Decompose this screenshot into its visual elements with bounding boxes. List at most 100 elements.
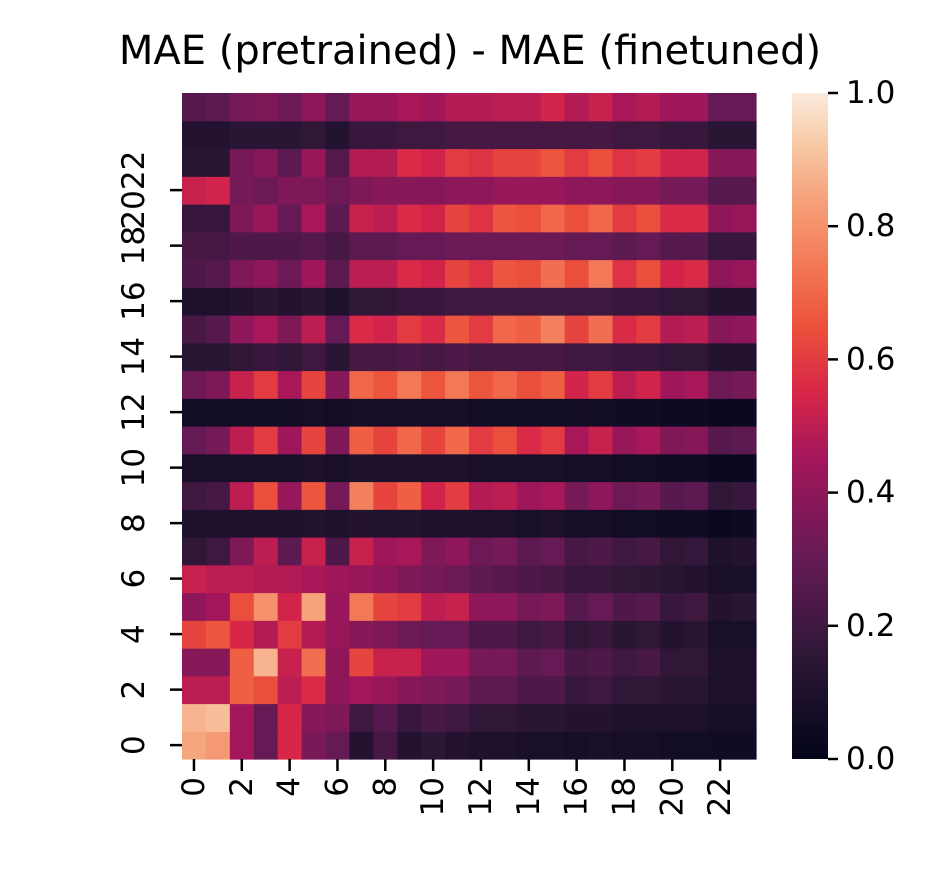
x-tick-label: 6 xyxy=(319,777,355,797)
heatmap-cell xyxy=(732,231,757,261)
heatmap-cell xyxy=(373,453,398,483)
x-tick-label: 20 xyxy=(654,777,690,816)
heatmap-cell xyxy=(349,731,374,760)
colorbar-tick-label: 0.2 xyxy=(846,608,895,644)
heatmap-cell xyxy=(732,315,757,344)
heatmap-cell xyxy=(325,481,351,510)
heatmap-cell xyxy=(636,204,661,233)
heatmap-cell xyxy=(660,93,685,122)
heatmap-cell xyxy=(253,93,279,122)
heatmap-cell xyxy=(325,675,351,705)
heatmap-cell xyxy=(516,453,542,483)
heatmap-cell xyxy=(277,481,303,510)
heatmap-cell xyxy=(301,648,327,677)
heatmap-cell xyxy=(253,426,279,455)
heatmap-cell xyxy=(708,342,733,372)
heatmap-cell xyxy=(325,703,351,732)
heatmap-cell xyxy=(277,120,303,150)
heatmap-cell xyxy=(182,703,207,732)
heatmap-cell xyxy=(516,648,542,677)
heatmap-cell xyxy=(492,204,518,233)
heatmap-cell xyxy=(253,259,279,288)
heatmap-cell xyxy=(588,703,614,732)
heatmap-cell xyxy=(229,398,255,427)
heatmap-cell xyxy=(253,731,279,760)
heatmap-cell xyxy=(349,564,374,594)
heatmap-cell xyxy=(588,675,614,705)
heatmap-cell xyxy=(373,259,398,288)
heatmap-cell xyxy=(732,120,757,150)
heatmap-cell xyxy=(708,148,733,177)
heatmap-cell xyxy=(301,231,327,261)
y-tick-label: 14 xyxy=(116,337,152,376)
heatmap-cell xyxy=(205,231,231,261)
heatmap-cell xyxy=(492,120,518,150)
heatmap-cell xyxy=(373,287,398,316)
heatmap-cell xyxy=(732,204,757,233)
heatmap-cell xyxy=(732,481,757,510)
heatmap-cell xyxy=(469,398,494,427)
heatmap-cell xyxy=(732,370,757,399)
heatmap-cell xyxy=(373,481,398,510)
heatmap-cell xyxy=(205,287,231,316)
heatmap-cell xyxy=(253,592,279,621)
heatmap-cell xyxy=(301,315,327,344)
heatmap-cell xyxy=(205,731,231,760)
heatmap-cell xyxy=(373,176,398,205)
heatmap-cell xyxy=(492,592,518,621)
heatmap-cell xyxy=(588,592,614,621)
heatmap-cell xyxy=(684,703,709,732)
heatmap-cell xyxy=(660,537,685,566)
heatmap-cell xyxy=(373,675,398,705)
heatmap-cell xyxy=(373,204,398,233)
heatmap-cell xyxy=(253,509,279,538)
x-tick-label: 2 xyxy=(224,777,260,797)
heatmap-cell xyxy=(588,731,614,760)
heatmap-cell xyxy=(708,259,733,288)
heatmap-cell xyxy=(445,315,470,344)
heatmap-cell xyxy=(182,231,207,261)
heatmap-cell xyxy=(660,426,685,455)
heatmap-cell xyxy=(684,564,709,594)
heatmap-cell xyxy=(182,509,207,538)
heatmap-cell xyxy=(349,620,374,649)
heatmap-cell xyxy=(445,509,470,538)
heatmap-cell xyxy=(564,148,590,177)
heatmap-cell xyxy=(732,620,757,649)
heatmap-cell xyxy=(421,120,446,150)
heatmap-cell xyxy=(229,148,255,177)
heatmap-cell xyxy=(253,703,279,732)
heatmap-cell xyxy=(516,120,542,150)
heatmap-cell xyxy=(325,731,351,760)
heatmap-cell xyxy=(660,648,685,677)
heatmap-cell xyxy=(588,370,614,399)
heatmap-cell xyxy=(684,342,709,372)
heatmap-cell xyxy=(516,620,542,649)
heatmap-cell xyxy=(636,703,661,732)
heatmap-cell xyxy=(325,592,351,621)
heatmap-cell xyxy=(588,120,614,150)
heatmap-cell xyxy=(277,509,303,538)
heatmap-cell xyxy=(684,315,709,344)
heatmap-cell xyxy=(421,537,446,566)
heatmap-cell xyxy=(397,592,422,621)
heatmap-cell xyxy=(373,564,398,594)
heatmap-cell xyxy=(564,564,590,594)
heatmap-cell xyxy=(205,537,231,566)
colorbar-tick-label: 0.8 xyxy=(846,208,895,244)
heatmap-cell xyxy=(229,620,255,649)
heatmap-cell xyxy=(612,370,638,399)
heatmap-cell xyxy=(421,564,446,594)
heatmap-cell xyxy=(421,204,446,233)
heatmap-cell xyxy=(660,592,685,621)
heatmap-cell xyxy=(612,620,638,649)
y-tick-label: 4 xyxy=(116,624,152,644)
heatmap-cell xyxy=(277,648,303,677)
heatmap-cell xyxy=(421,509,446,538)
heatmap-cell xyxy=(516,342,542,372)
heatmap-cell xyxy=(397,675,422,705)
chart-title: MAE (pretrained) - MAE (finetuned) xyxy=(119,28,821,74)
heatmap-cell xyxy=(588,564,614,594)
x-tick-label: 10 xyxy=(415,777,451,816)
